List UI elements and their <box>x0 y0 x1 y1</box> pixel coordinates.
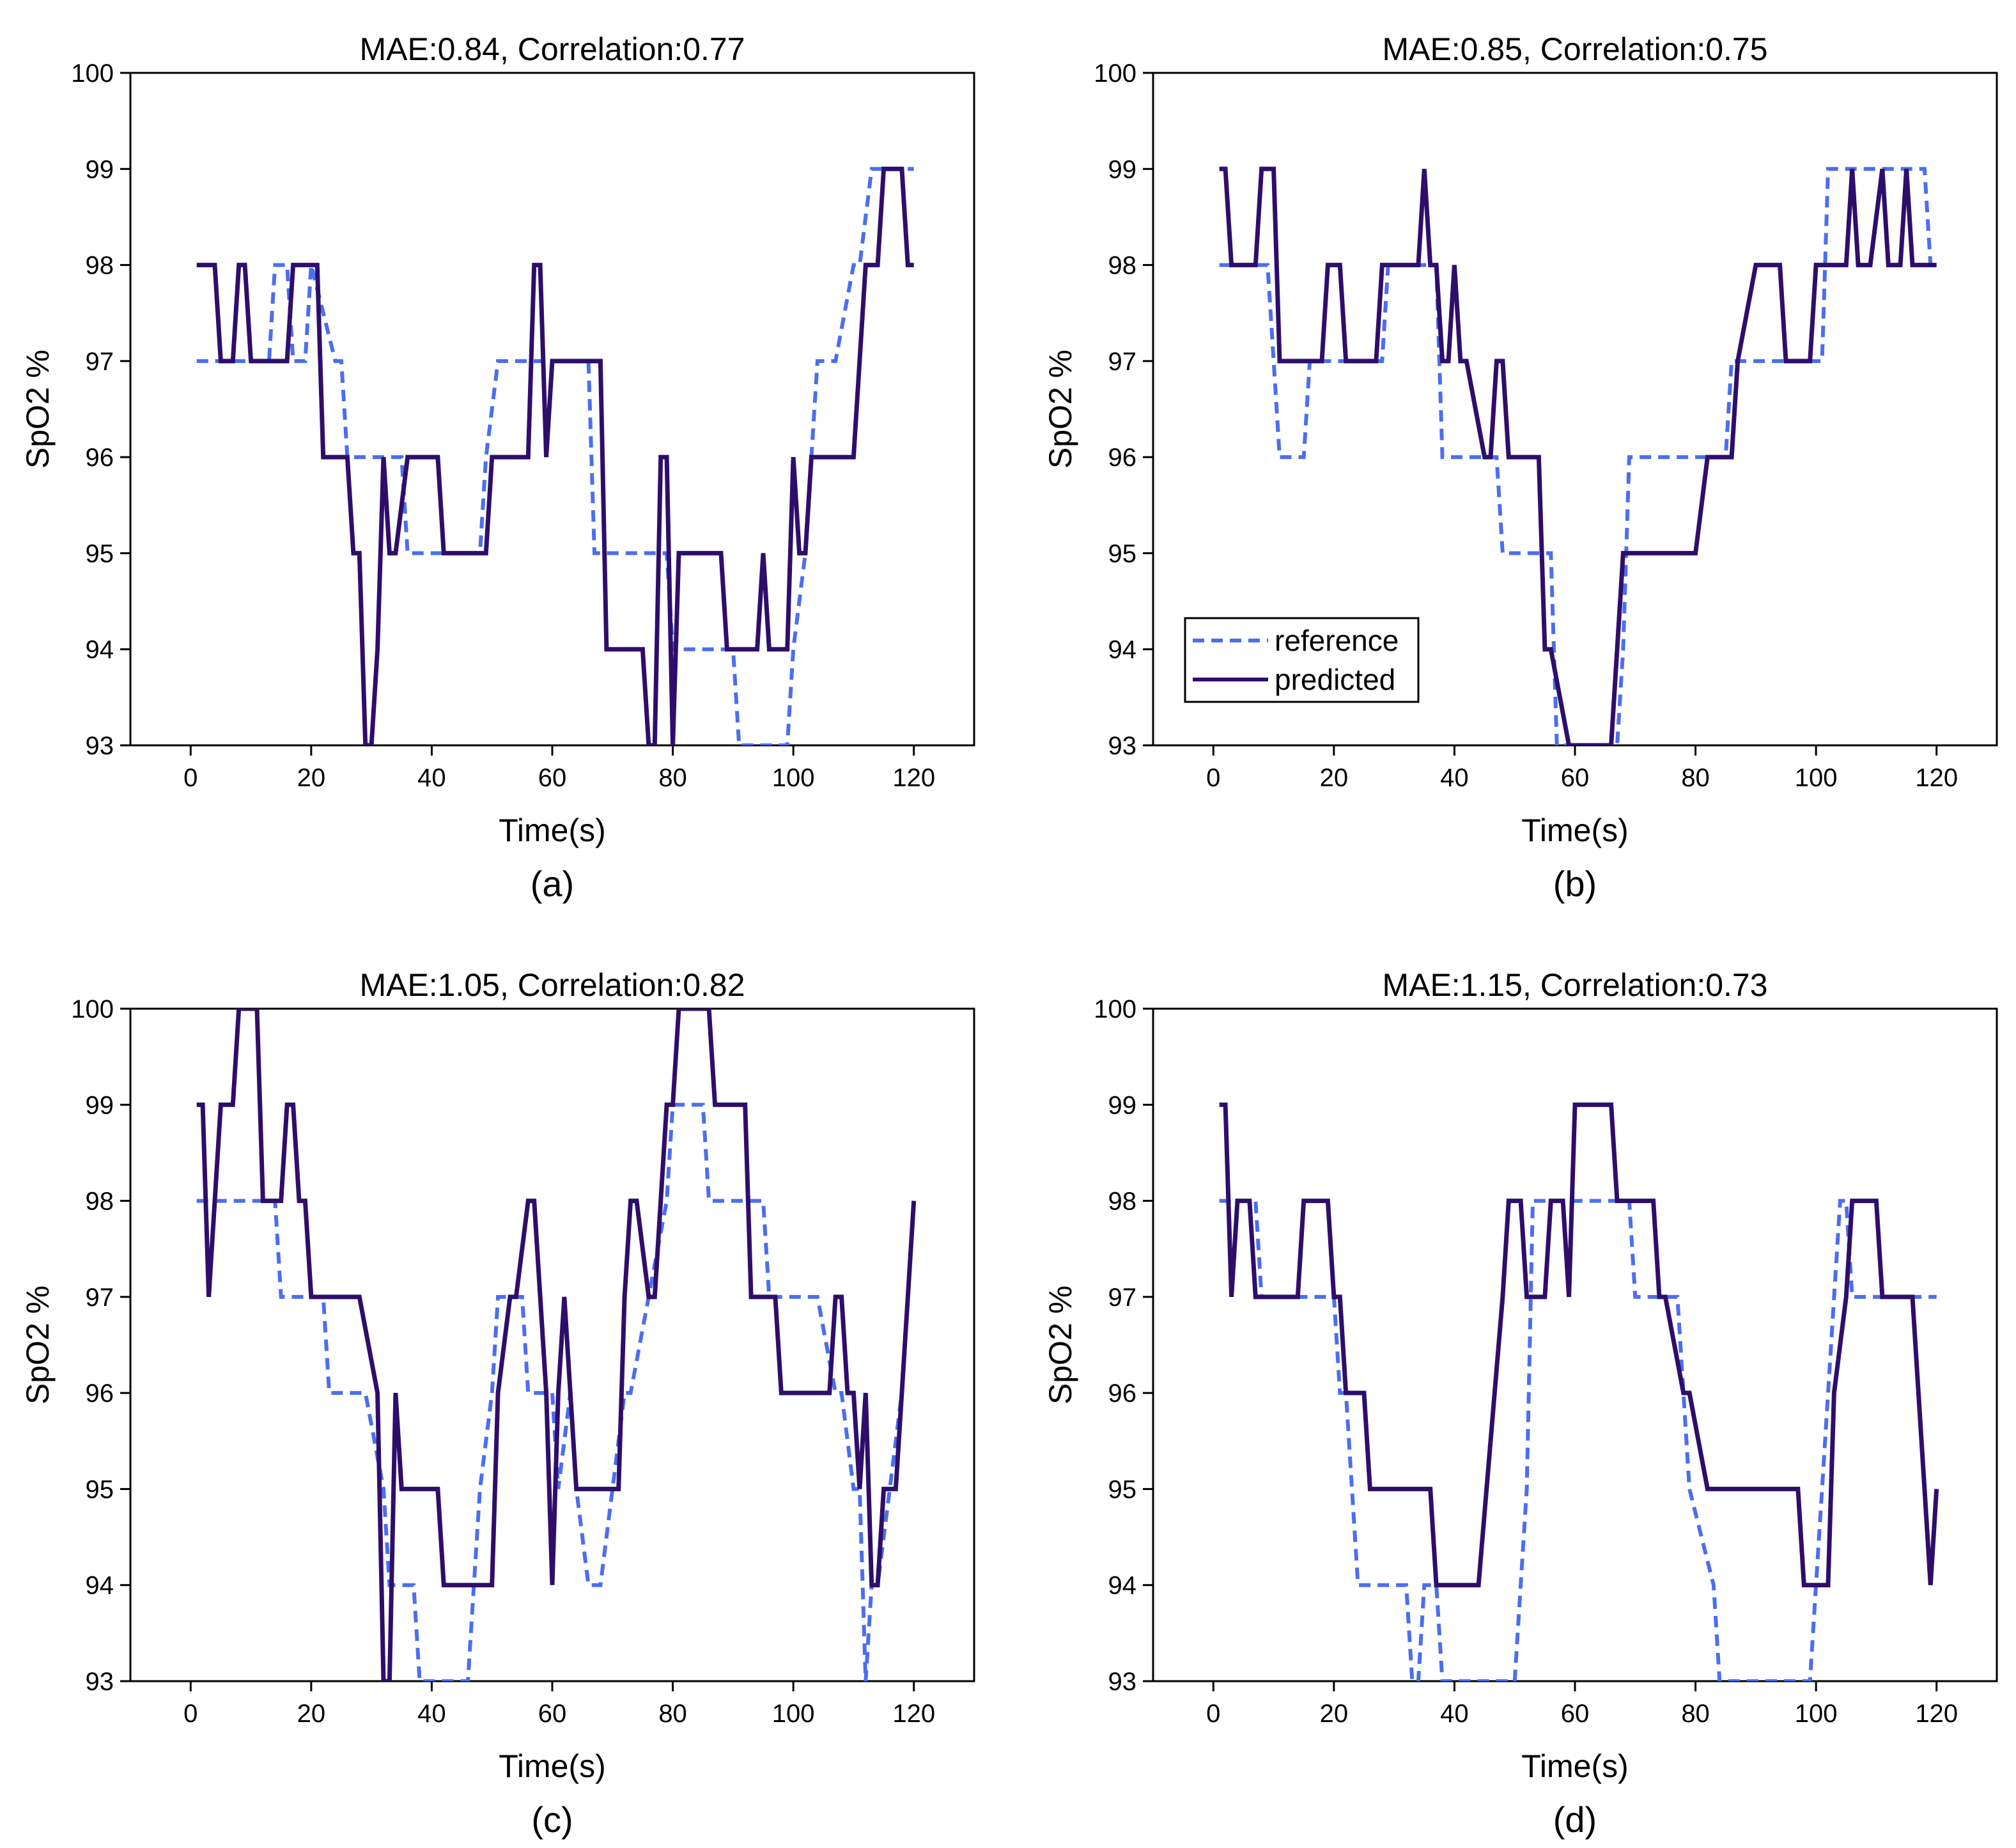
plot-frame <box>129 72 975 747</box>
panel-a: MAE:0.84, Correlation:0.77 0 20 40 60 80 100 12… <box>20 31 975 904</box>
y-tick-label: 100 <box>1094 995 1136 1023</box>
x-axis-label: Time(s) <box>499 812 606 848</box>
series-line-reference <box>196 167 914 745</box>
y-tick-label: 98 <box>86 252 114 280</box>
series-line-predicted <box>1219 166 1937 745</box>
x-tick-label: 100 <box>1795 1700 1838 1728</box>
y-tick-label: 98 <box>1108 252 1137 280</box>
x-tick-label: 120 <box>1915 1700 1958 1728</box>
chart-title: MAE:0.85, Correlation:0.75 <box>1382 31 1767 67</box>
y-tick-label: 95 <box>1108 1475 1137 1503</box>
legend-box <box>1184 617 1420 703</box>
y-tick-label: 97 <box>1108 1284 1137 1312</box>
y-tick-label: 93 <box>86 1668 114 1696</box>
x-tick-label: 80 <box>658 764 687 792</box>
x-tick-label: 40 <box>1440 1700 1469 1728</box>
series-line-predicted <box>1219 1102 1939 1588</box>
y-tick-label: 100 <box>71 995 114 1023</box>
y-tick-label: 94 <box>86 636 114 664</box>
y-tick-label: 96 <box>1108 1379 1137 1408</box>
x-tick-label: 20 <box>297 1700 326 1728</box>
series-line-predicted <box>196 166 914 745</box>
x-tick-label: 80 <box>1681 764 1710 792</box>
series-line-reference <box>1219 1199 1937 1681</box>
y-tick-label: 95 <box>86 540 114 568</box>
y-tick-label: 93 <box>1108 732 1137 760</box>
x-tick-label: 0 <box>1206 1700 1220 1728</box>
chart-title: MAE:1.15, Correlation:0.73 <box>1382 967 1767 1003</box>
x-tick-label: 100 <box>772 1700 815 1728</box>
y-tick-label: 94 <box>86 1572 114 1600</box>
y-tick-label: 99 <box>1108 1091 1137 1119</box>
x-tick-label: 100 <box>772 764 815 792</box>
y-tick-label: 98 <box>1108 1188 1137 1216</box>
y-tick-label: 100 <box>1094 59 1136 88</box>
x-tick-label: 20 <box>1320 764 1349 792</box>
x-tick-label: 60 <box>538 764 567 792</box>
panel-caption: (d) <box>1553 1799 1597 1840</box>
y-tick-label: 93 <box>1108 1668 1137 1696</box>
x-tick-label: 40 <box>417 1700 446 1728</box>
y-tick-label: 97 <box>86 348 114 376</box>
y-tick-label: 96 <box>1108 444 1137 472</box>
y-tick-label: 95 <box>86 1475 114 1503</box>
x-tick-label: 60 <box>1561 1700 1590 1728</box>
chart-title: MAE:1.05, Correlation:0.82 <box>359 967 745 1003</box>
panel-caption: (b) <box>1553 864 1597 904</box>
y-tick-label: 100 <box>71 59 114 88</box>
legend-reference-label: reference <box>1275 624 1399 657</box>
x-tick-label: 20 <box>297 764 326 792</box>
x-tick-label: 40 <box>417 764 446 792</box>
y-tick-label: 96 <box>86 1379 114 1408</box>
legend: reference predicted <box>1184 617 1420 703</box>
panel-caption: (c) <box>531 1799 573 1840</box>
y-tick-label: 98 <box>86 1188 114 1216</box>
x-tick-label: 100 <box>1795 764 1838 792</box>
y-tick-label: 96 <box>86 444 114 472</box>
y-tick-label: 94 <box>1108 1572 1137 1600</box>
x-axis-label: Time(s) <box>1521 1748 1629 1784</box>
x-axis-label: Time(s) <box>499 1748 606 1784</box>
x-axis-label: Time(s) <box>1521 812 1629 848</box>
y-tick-label: 99 <box>86 155 114 183</box>
legend-predicted-label: predicted <box>1275 663 1395 696</box>
x-tick-label: 80 <box>658 1700 687 1728</box>
y-tick-label: 99 <box>1108 155 1137 183</box>
y-tick-label: 94 <box>1108 636 1137 664</box>
x-tick-label: 60 <box>538 1700 567 1728</box>
y-tick-label: 97 <box>86 1284 114 1312</box>
x-tick-label: 120 <box>1915 764 1958 792</box>
x-tick-label: 80 <box>1681 1700 1710 1728</box>
x-tick-label: 40 <box>1440 764 1469 792</box>
x-tick-label: 0 <box>1206 764 1220 792</box>
panel-b: MAE:0.85, Correlation:0.75 0 20 40 60 80 100 12… <box>1043 31 1998 904</box>
y-tick-label: 99 <box>86 1091 114 1119</box>
y-tick-label: 95 <box>1108 540 1137 568</box>
x-tick-label: 0 <box>183 1700 198 1728</box>
panel-c: MAE:1.05, Correlation:0.82 0 20 40 60 80 100 12… <box>20 967 975 1840</box>
x-tick-label: 20 <box>1320 1700 1349 1728</box>
x-tick-label: 120 <box>892 764 935 792</box>
panel-d: MAE:1.15, Correlation:0.73 0 20 40 60 80 100 12… <box>1043 967 1998 1840</box>
y-axis-label: SpO2 % <box>20 350 56 469</box>
y-axis-label: SpO2 % <box>1043 350 1078 469</box>
x-tick-label: 60 <box>1561 764 1590 792</box>
x-tick-label: 120 <box>892 1700 935 1728</box>
y-tick-label: 93 <box>86 732 114 760</box>
series-line-predicted <box>196 1009 917 1681</box>
panel-caption: (a) <box>531 864 574 904</box>
y-axis-label: SpO2 % <box>20 1285 56 1404</box>
plots: MAE:0.84, Correlation:0.77 0 20 40 60 80 100 12… <box>20 31 1998 1840</box>
chart-title: MAE:0.84, Correlation:0.77 <box>359 31 745 67</box>
y-tick-label: 97 <box>1108 348 1137 376</box>
y-axis-label: SpO2 % <box>1043 1285 1078 1404</box>
x-tick-label: 0 <box>183 764 198 792</box>
